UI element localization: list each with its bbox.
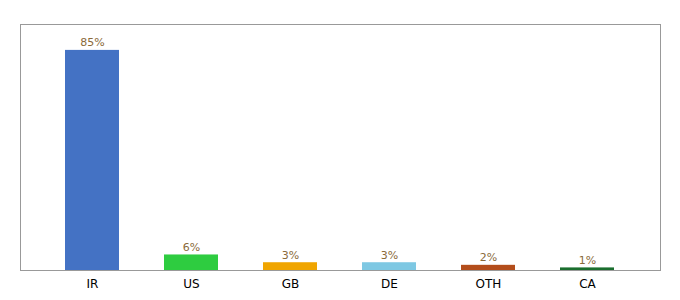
svg-text:1%: 1%	[579, 254, 596, 267]
svg-text:IR: IR	[87, 277, 99, 291]
svg-text:3%: 3%	[282, 249, 299, 262]
svg-text:6%: 6%	[183, 241, 200, 254]
svg-text:3%: 3%	[381, 249, 398, 262]
svg-text:DE: DE	[381, 277, 398, 291]
svg-text:GB: GB	[282, 277, 300, 291]
svg-text:CA: CA	[579, 277, 596, 291]
svg-text:2%: 2%	[480, 251, 497, 264]
svg-text:85%: 85%	[80, 36, 104, 49]
svg-text:US: US	[183, 277, 199, 291]
svg-text:OTH: OTH	[476, 277, 502, 291]
